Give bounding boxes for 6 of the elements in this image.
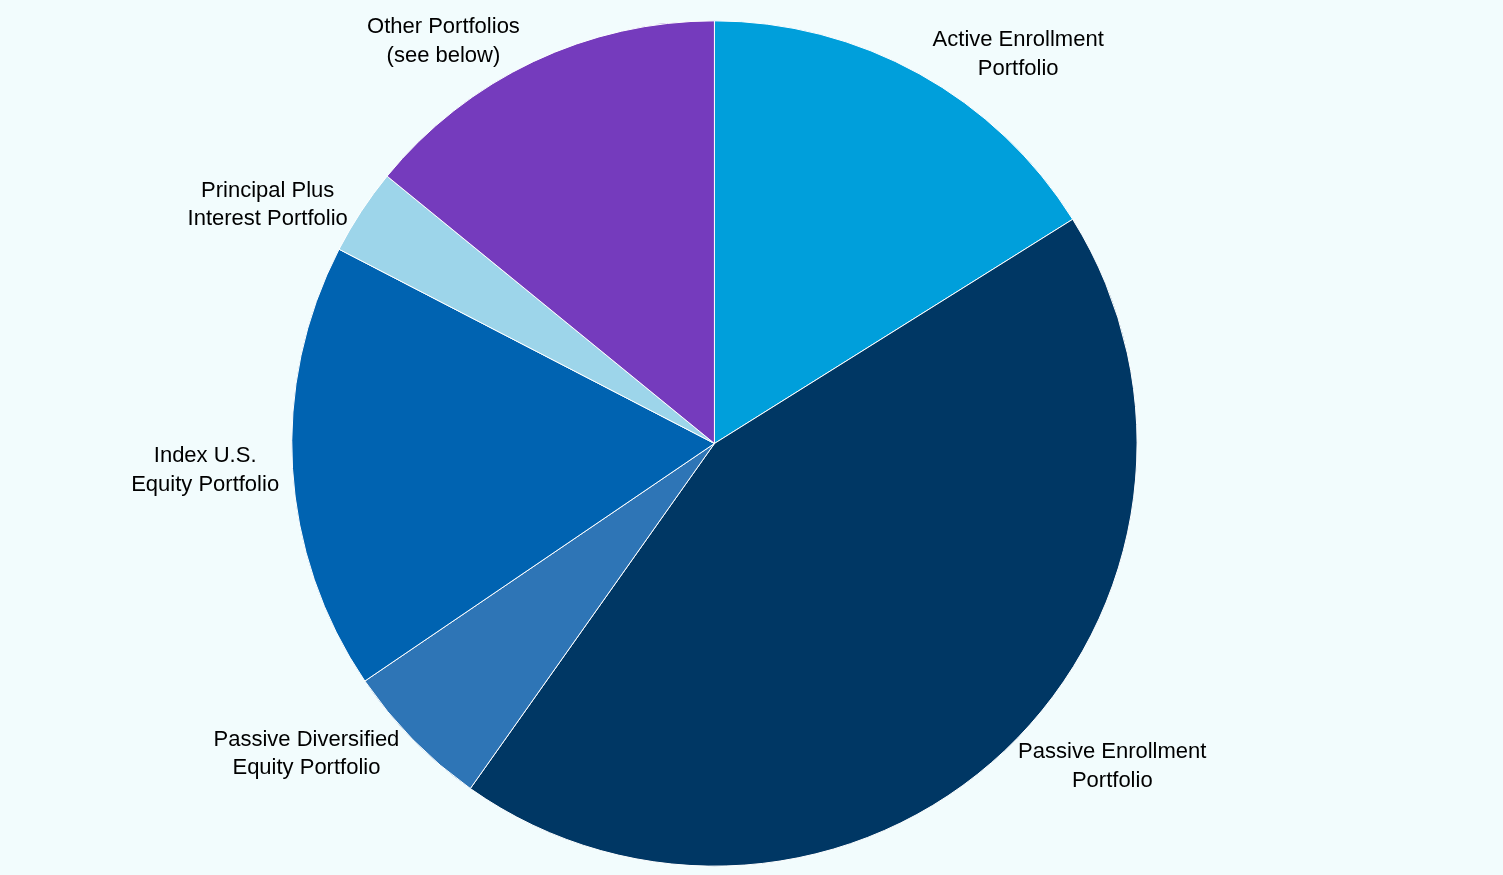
slice-label: Passive Enrollment Portfolio	[1018, 738, 1207, 792]
slice-label: Index U.S. Equity Portfolio	[131, 442, 280, 496]
slice-label: Passive Diversified Equity Portfolio	[213, 725, 400, 780]
slice-label: Active Enrollment Portfolio	[932, 26, 1104, 81]
slice-label: Other Portfolios (see below)	[367, 12, 520, 67]
slice-label: Principal Plus Interest Portfolio	[187, 176, 348, 231]
